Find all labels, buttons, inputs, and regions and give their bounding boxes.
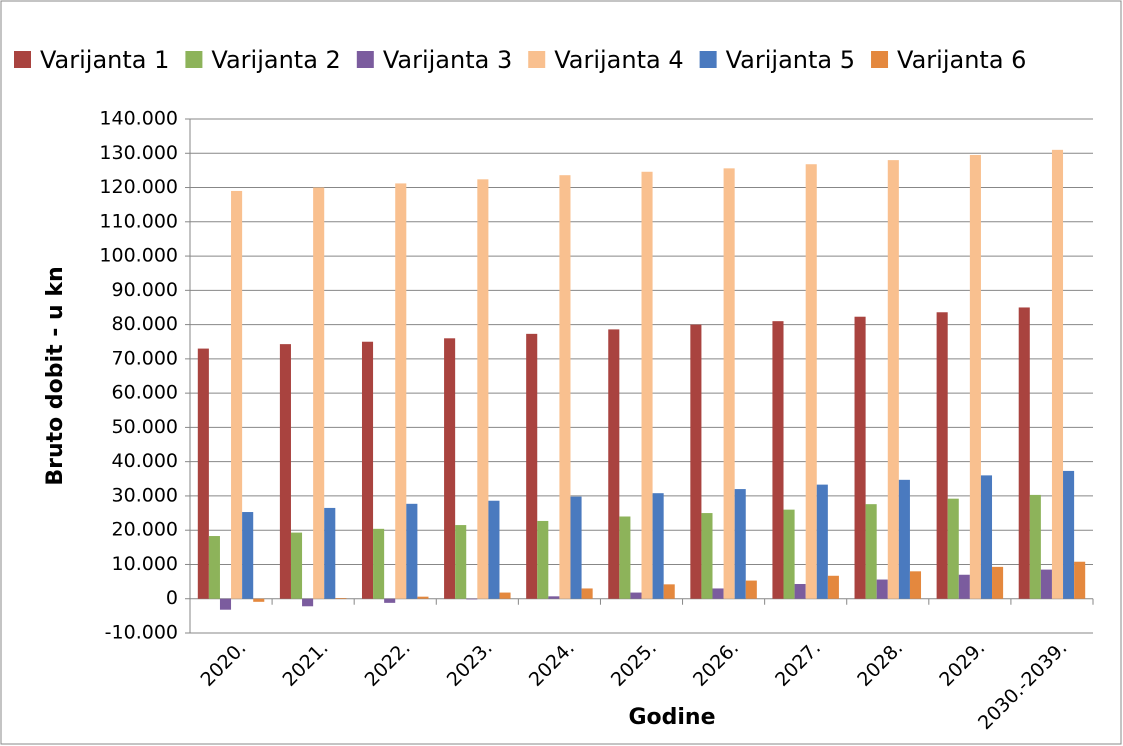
bar [208, 536, 220, 599]
y-tick-label: 40.000 [112, 450, 178, 472]
bar [231, 190, 243, 599]
bar [1018, 307, 1030, 599]
bar [1063, 470, 1075, 599]
y-tick-label: 50.000 [112, 416, 178, 438]
bar [477, 179, 489, 599]
legend-swatch [14, 51, 31, 68]
bar [1051, 149, 1064, 599]
y-tick-label: -10.000 [105, 622, 178, 644]
bar [324, 507, 336, 599]
bar [794, 583, 806, 599]
y-tick-label: 0 [166, 587, 178, 609]
bar [499, 592, 511, 599]
bar [570, 496, 582, 599]
bar [947, 498, 959, 599]
y-axis-label: Bruto dobit - u kn [43, 266, 68, 485]
bar [406, 503, 418, 599]
bar [663, 584, 675, 599]
bar [783, 509, 795, 599]
bar [537, 520, 549, 599]
bar [384, 598, 396, 603]
legend-swatch [528, 51, 546, 68]
bar [455, 525, 467, 599]
bar [958, 574, 970, 599]
bar [242, 512, 254, 599]
bar [712, 588, 724, 599]
bar [723, 168, 735, 599]
bar [690, 324, 702, 599]
bar [936, 312, 948, 599]
bar [335, 598, 347, 599]
bar [980, 475, 993, 599]
bar [816, 484, 828, 599]
bar [827, 575, 839, 599]
y-tick-label: 140.000 [99, 108, 178, 130]
bar [197, 348, 209, 599]
bar [219, 598, 232, 610]
bar [630, 592, 642, 599]
y-tick-label: 80.000 [112, 313, 178, 335]
bar [898, 479, 910, 599]
bar [279, 344, 291, 599]
bar [466, 598, 478, 600]
bar [652, 493, 664, 599]
bar [641, 171, 653, 599]
bar [373, 528, 385, 599]
bar [1040, 569, 1052, 599]
bar [854, 316, 866, 599]
y-tick-label: 120.000 [99, 176, 178, 198]
bar [395, 183, 407, 599]
legend-label: Varijanta 1 [40, 46, 169, 74]
bar [608, 329, 620, 599]
y-tick-label: 90.000 [112, 279, 178, 301]
legend-swatch [871, 51, 889, 68]
bar [701, 513, 713, 599]
bar [526, 333, 538, 599]
bar [969, 154, 981, 599]
bar [581, 588, 593, 599]
y-tick-label: 110.000 [99, 210, 178, 232]
legend-swatch [185, 51, 203, 68]
legend-label: Varijanta 4 [554, 46, 683, 74]
bar [772, 321, 784, 599]
bar [559, 175, 571, 599]
bar [745, 580, 757, 599]
bar [619, 516, 631, 599]
bar [1074, 561, 1086, 599]
bar [992, 566, 1004, 599]
y-tick-label: 20.000 [112, 519, 178, 541]
bar [313, 187, 325, 599]
legend-label: Varijanta 6 [897, 46, 1026, 74]
legend-swatch [356, 51, 374, 68]
bar [253, 598, 265, 602]
bar [876, 579, 888, 599]
bar [1029, 494, 1041, 599]
y-tick-label: 130.000 [99, 142, 178, 164]
legend-label: Varijanta 3 [383, 46, 512, 74]
bar [302, 598, 314, 607]
y-tick-label: 10.000 [112, 553, 178, 575]
bar [887, 160, 899, 599]
bar [290, 532, 303, 599]
bar [909, 571, 922, 599]
y-tick-label: 30.000 [112, 484, 178, 506]
bar [488, 500, 500, 599]
legend-label: Varijanta 2 [211, 46, 340, 74]
y-tick-label: 60.000 [112, 382, 178, 404]
bar [734, 489, 746, 599]
legend-label: Varijanta 5 [726, 46, 855, 74]
bar [417, 596, 429, 599]
bar [444, 338, 456, 599]
legend-swatch [699, 51, 717, 68]
x-axis-label: Godine [628, 705, 715, 730]
bar [865, 504, 877, 599]
bar [805, 164, 817, 599]
y-tick-label: 70.000 [112, 347, 178, 369]
bar [548, 596, 560, 599]
bar [361, 341, 374, 599]
y-tick-label: 100.000 [99, 245, 178, 267]
